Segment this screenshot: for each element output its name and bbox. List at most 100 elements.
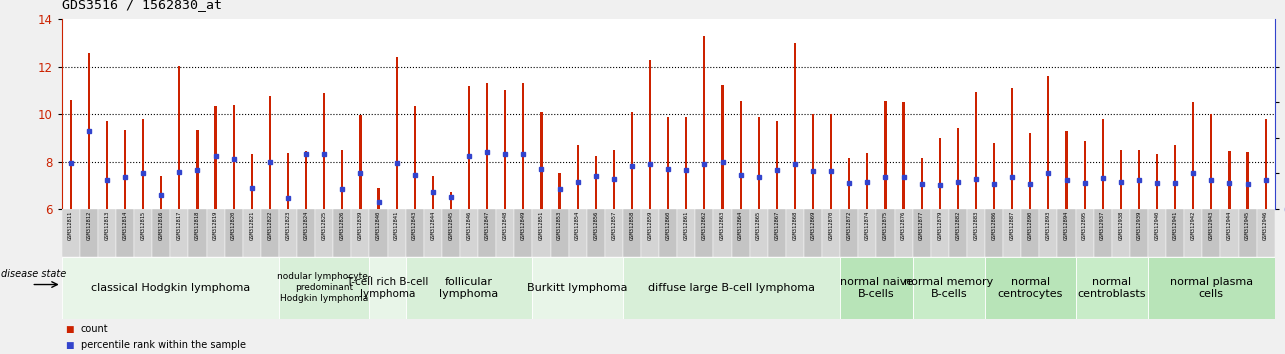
Bar: [1076, 257, 1148, 319]
Text: GSM312940: GSM312940: [1154, 210, 1159, 240]
Text: GSM312844: GSM312844: [430, 210, 436, 240]
Bar: [161, 176, 162, 209]
Text: follicular
lymphoma: follicular lymphoma: [439, 276, 499, 299]
Bar: [279, 257, 370, 319]
Bar: [478, 209, 496, 257]
Text: GSM312867: GSM312867: [775, 210, 779, 240]
Text: GSM312848: GSM312848: [502, 210, 508, 240]
Bar: [215, 106, 217, 209]
Bar: [305, 151, 307, 209]
Text: classical Hodgkin lymphoma: classical Hodgkin lymphoma: [91, 282, 251, 293]
Bar: [396, 57, 398, 209]
Text: GDS3516 / 1562830_at: GDS3516 / 1562830_at: [62, 0, 222, 11]
Bar: [631, 112, 634, 209]
Bar: [532, 209, 550, 257]
Bar: [123, 130, 126, 209]
Bar: [758, 116, 759, 209]
Bar: [388, 209, 406, 257]
Bar: [233, 105, 235, 209]
Text: GSM312868: GSM312868: [793, 210, 798, 240]
Text: percentile rank within the sample: percentile rank within the sample: [81, 340, 245, 350]
Bar: [623, 209, 641, 257]
Bar: [577, 145, 578, 209]
Bar: [251, 154, 253, 209]
Bar: [884, 101, 887, 209]
Text: GSM312879: GSM312879: [937, 210, 942, 240]
Bar: [1203, 209, 1221, 257]
Text: diffuse large B-cell lymphoma: diffuse large B-cell lymphoma: [648, 282, 815, 293]
Text: Burkitt lymphoma: Burkitt lymphoma: [527, 282, 628, 293]
Bar: [1119, 150, 1122, 209]
Bar: [623, 257, 840, 319]
Bar: [1058, 209, 1076, 257]
Bar: [351, 209, 370, 257]
Text: GSM312944: GSM312944: [1227, 210, 1232, 240]
Bar: [171, 209, 189, 257]
Text: GSM312854: GSM312854: [576, 210, 580, 240]
Bar: [541, 112, 542, 209]
Bar: [207, 209, 225, 257]
Text: GSM312877: GSM312877: [919, 210, 924, 240]
Text: GSM312893: GSM312893: [1046, 210, 1051, 240]
Bar: [731, 209, 749, 257]
Text: normal
centrocytes: normal centrocytes: [997, 276, 1063, 299]
Bar: [912, 209, 930, 257]
Bar: [496, 209, 514, 257]
Bar: [279, 209, 297, 257]
Bar: [858, 209, 876, 257]
Bar: [613, 150, 616, 209]
Bar: [442, 209, 460, 257]
Text: GSM312894: GSM312894: [1064, 210, 1069, 240]
Text: GSM312813: GSM312813: [104, 210, 109, 240]
Bar: [432, 176, 434, 209]
Bar: [370, 257, 406, 319]
Bar: [703, 36, 705, 209]
Bar: [550, 209, 569, 257]
Text: normal naive
B-cells: normal naive B-cells: [840, 276, 914, 299]
Text: GSM312818: GSM312818: [195, 210, 200, 240]
Text: GSM312843: GSM312843: [412, 210, 418, 240]
Bar: [605, 209, 623, 257]
Bar: [876, 209, 894, 257]
Text: GSM312820: GSM312820: [231, 210, 236, 240]
Bar: [1156, 154, 1158, 209]
Bar: [143, 119, 144, 209]
Text: GSM312937: GSM312937: [1100, 210, 1105, 240]
Bar: [80, 209, 98, 257]
Bar: [920, 158, 923, 209]
Text: GSM312890: GSM312890: [1028, 210, 1033, 240]
Bar: [297, 209, 315, 257]
Bar: [532, 257, 623, 319]
Bar: [468, 86, 470, 209]
Bar: [333, 209, 351, 257]
Bar: [1192, 102, 1194, 209]
Text: GSM312938: GSM312938: [1118, 210, 1123, 240]
Bar: [1257, 209, 1275, 257]
Bar: [957, 129, 959, 209]
Bar: [1221, 209, 1239, 257]
Bar: [794, 43, 795, 209]
Text: GSM312859: GSM312859: [648, 210, 653, 240]
Text: GSM312853: GSM312853: [558, 210, 562, 240]
Bar: [840, 257, 912, 319]
Bar: [912, 257, 986, 319]
Bar: [812, 114, 815, 209]
Bar: [1040, 209, 1058, 257]
Bar: [261, 209, 279, 257]
Text: disease state: disease state: [1, 269, 67, 279]
Text: GSM312863: GSM312863: [720, 210, 725, 240]
Bar: [930, 209, 948, 257]
Bar: [243, 209, 261, 257]
Bar: [776, 121, 777, 209]
Text: GSM312875: GSM312875: [883, 210, 888, 240]
Bar: [641, 209, 659, 257]
Bar: [342, 150, 343, 209]
Text: GSM312939: GSM312939: [1136, 210, 1141, 240]
Bar: [1065, 131, 1068, 209]
Bar: [1011, 88, 1014, 209]
Text: GSM312812: GSM312812: [86, 210, 91, 240]
Bar: [685, 116, 687, 209]
Text: GSM312865: GSM312865: [757, 210, 761, 240]
Bar: [1174, 145, 1176, 209]
Text: GSM312845: GSM312845: [448, 210, 454, 240]
